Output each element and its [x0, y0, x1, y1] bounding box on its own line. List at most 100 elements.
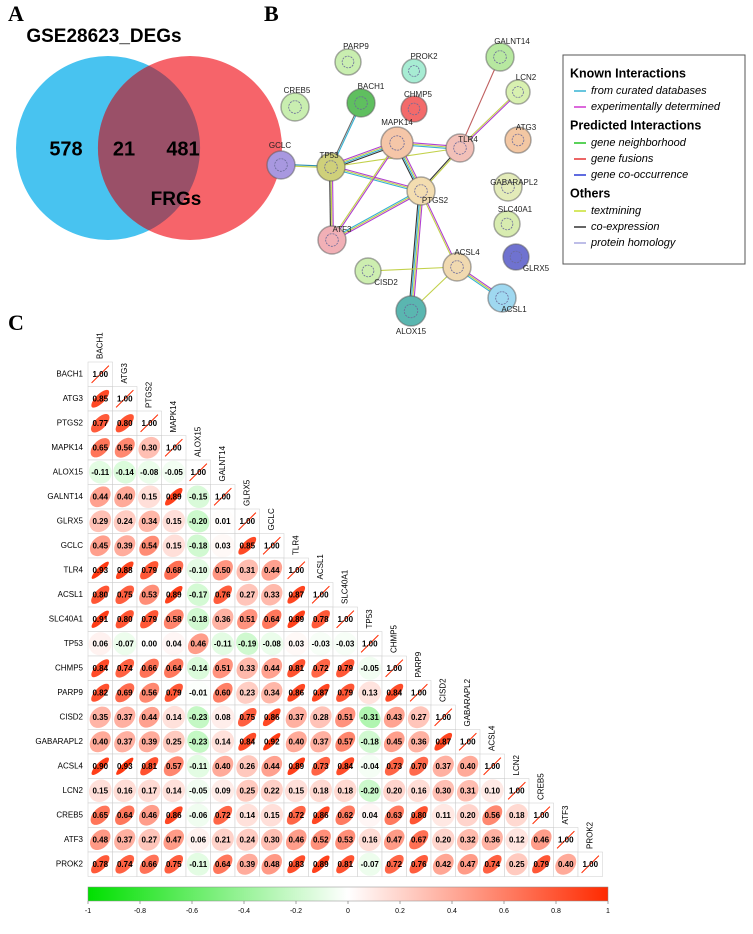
correlation-label: 0.45	[92, 541, 108, 550]
correlation-label: 0.39	[239, 860, 255, 869]
correlation-label: 0.87	[313, 688, 329, 697]
correlation-ellipse	[186, 558, 210, 582]
node-label: ATG3	[516, 123, 537, 132]
correlation-ellipse	[482, 805, 503, 826]
correlation-label: 0.06	[190, 835, 206, 844]
correlation-ellipse	[284, 779, 308, 803]
correlation-label: 0.30	[435, 786, 451, 795]
correlation-label: -0.20	[361, 786, 380, 795]
network-edge	[412, 191, 424, 312]
correlation-ellipse	[236, 779, 259, 802]
correlation-ellipse	[91, 610, 109, 628]
correlation-ellipse	[236, 828, 259, 851]
node-structure	[274, 158, 288, 172]
correlation-ellipse	[162, 730, 185, 753]
correlation-label: 0.68	[166, 566, 182, 575]
correlation-label: 1.00	[141, 419, 157, 428]
correlation-label: 0.34	[264, 688, 280, 697]
correlation-ellipse	[91, 561, 109, 579]
correlation-ellipse	[213, 487, 232, 506]
venn-count: 21	[113, 138, 135, 160]
correlation-ellipse	[261, 657, 283, 679]
correlation-ellipse	[89, 706, 111, 728]
correlation-ellipse	[138, 706, 160, 728]
legend: Known Interactions from curated databases…	[570, 66, 721, 249]
correlation-label: 0.04	[362, 811, 378, 820]
correlation-label: 0.09	[215, 786, 231, 795]
correlation-label: 0.14	[166, 786, 182, 795]
correlation-ellipse	[113, 779, 137, 803]
correlation-label: 0.87	[288, 590, 304, 599]
correlation-ellipse	[555, 853, 577, 875]
correlation-ellipse	[262, 609, 282, 629]
correlation-label: 0.37	[117, 713, 133, 722]
correlation-label: 0.42	[435, 860, 451, 869]
node-structure	[403, 303, 419, 319]
correlation-label: 0.45	[386, 737, 402, 746]
correlation-ellipse	[358, 828, 382, 852]
correlation-ellipse	[358, 852, 382, 876]
correlation-ellipse	[212, 658, 233, 679]
correlation-label: 0.63	[386, 811, 402, 820]
correlation-label: 0.15	[92, 786, 108, 795]
correlation-label: 0.47	[386, 835, 402, 844]
correlation-ellipse	[211, 730, 235, 754]
correlation-ellipse	[261, 682, 283, 704]
correlation-label: -0.04	[361, 762, 380, 771]
correlation-ellipse	[285, 829, 307, 851]
column-label: TLR4	[291, 535, 300, 555]
correlation-ellipse	[212, 560, 233, 581]
correlation-ellipse	[336, 659, 355, 678]
correlation-label: 0.31	[460, 786, 476, 795]
correlation-ellipse	[115, 414, 134, 433]
colorbar-tick-label: 0.2	[395, 908, 405, 915]
correlation-label: 0.80	[117, 615, 133, 624]
network-node	[504, 126, 532, 154]
correlation-label: -0.10	[189, 566, 208, 575]
correlation-ellipse	[212, 755, 234, 777]
correlation-label: 0.74	[117, 860, 133, 869]
correlation-ellipse	[235, 803, 259, 827]
correlation-label: 0.76	[215, 590, 231, 599]
correlation-ellipse	[263, 733, 281, 751]
correlation-ellipse	[115, 389, 134, 408]
correlation-label: 0.27	[411, 713, 427, 722]
correlation-ellipse	[114, 486, 136, 508]
correlation-ellipse	[138, 828, 161, 851]
correlation-ellipse	[115, 585, 135, 605]
correlation-ellipse	[138, 510, 160, 532]
correlation-ellipse	[505, 828, 529, 852]
node-label: TP53	[319, 151, 339, 160]
correlation-label: 0.84	[386, 688, 402, 697]
row-label: ATF3	[64, 835, 84, 844]
correlation-ellipse	[211, 705, 235, 729]
column-label: ATF3	[561, 805, 570, 825]
correlation-label: 0.62	[337, 811, 353, 820]
correlation-label: 0.12	[509, 835, 525, 844]
correlation-label: 0.30	[141, 443, 157, 452]
node-label: GABARAPL2	[490, 178, 538, 187]
correlation-ellipse	[211, 779, 235, 803]
correlation-label: 0.37	[288, 713, 304, 722]
correlation-label: 0.04	[166, 639, 182, 648]
correlation-label: 0.50	[215, 566, 231, 575]
correlation-label: 0.37	[435, 762, 451, 771]
correlation-ellipse	[287, 659, 306, 678]
correlation-ellipse	[115, 683, 135, 703]
correlation-ellipse	[164, 438, 183, 457]
correlation-label: 0.76	[411, 860, 427, 869]
correlation-label: 0.47	[166, 835, 182, 844]
correlation-label: 0.44	[141, 713, 157, 722]
colorbar-tick-label: -0.4	[238, 908, 250, 915]
correlation-label: 1.00	[117, 394, 133, 403]
correlation-label: 1.00	[582, 860, 598, 869]
correlation-ellipse	[309, 632, 333, 656]
correlation-label: 1.00	[313, 590, 329, 599]
legend-box	[562, 54, 746, 265]
correlation-ellipse	[287, 585, 306, 604]
correlation-label: 0.06	[92, 639, 108, 648]
correlation-label: 0.75	[117, 590, 133, 599]
correlation-label: -0.17	[189, 590, 208, 599]
correlation-label: -0.01	[189, 688, 208, 697]
correlation-ellipse	[212, 608, 234, 630]
